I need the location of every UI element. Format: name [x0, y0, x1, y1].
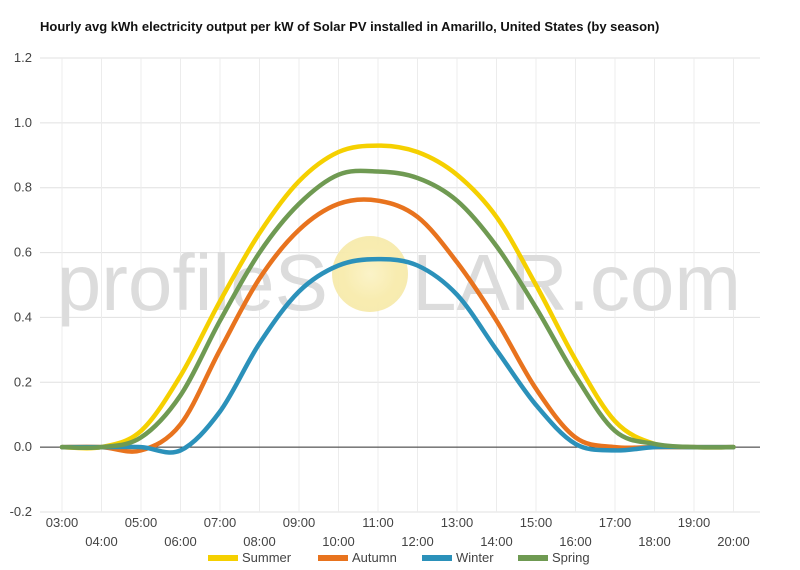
- y-tick-label: 0.2: [14, 374, 32, 389]
- x-tick-label: 14:00: [480, 534, 513, 549]
- y-tick-label: 0.6: [14, 245, 32, 260]
- x-tick-label: 19:00: [678, 515, 711, 530]
- legend-label-spring: Spring: [552, 550, 590, 565]
- watermark-text-left: profileS: [57, 238, 328, 327]
- x-tick-label: 15:00: [520, 515, 553, 530]
- x-tick-label: 05:00: [125, 515, 158, 530]
- y-tick-label: 1.2: [14, 50, 32, 65]
- x-tick-label: 13:00: [441, 515, 474, 530]
- legend-label-winter: Winter: [456, 550, 494, 565]
- series-line-winter: [59, 256, 736, 455]
- x-tick-label: 12:00: [401, 534, 434, 549]
- x-tick-label: 09:00: [283, 515, 316, 530]
- x-tick-label: 10:00: [322, 534, 355, 549]
- x-tick-label: 16:00: [559, 534, 592, 549]
- chart-title: Hourly avg kWh electricity output per kW…: [40, 19, 660, 34]
- axes: -0.2 0.0 0.2 0.4 0.6 0.8 1.0 1.2 03:00 04:00 05:00…: [10, 50, 760, 549]
- watermark-text-right: LAR.com: [412, 238, 741, 327]
- x-tick-label: 03:00: [46, 515, 79, 530]
- legend-swatch-winter: [422, 555, 452, 561]
- x-tick-label: 06:00: [164, 534, 197, 549]
- x-tick-label: 08:00: [243, 534, 276, 549]
- legend-swatch-spring: [518, 555, 548, 561]
- y-tick-label: 1.0: [14, 115, 32, 130]
- x-tick-label: 20:00: [717, 534, 750, 549]
- series-line-autumn: [59, 197, 736, 454]
- watermark: profileS LAR.com: [57, 236, 741, 327]
- series-line-summer: [59, 143, 736, 451]
- y-tick-label: -0.2: [10, 504, 32, 519]
- x-tick-label: 18:00: [638, 534, 671, 549]
- legend-swatch-summer: [208, 555, 238, 561]
- x-tick-label: 04:00: [85, 534, 118, 549]
- legend-swatch-autumn: [318, 555, 348, 561]
- y-tick-label: 0.4: [14, 309, 32, 324]
- x-tick-label: 07:00: [204, 515, 237, 530]
- x-tick-label: 11:00: [362, 515, 394, 530]
- series-line-spring: [59, 168, 736, 451]
- x-tick-label: 17:00: [599, 515, 632, 530]
- legend-label-summer: Summer: [242, 550, 292, 565]
- y-tick-label: 0.0: [14, 439, 32, 454]
- series-lines: [59, 143, 736, 455]
- y-tick-label: 0.8: [14, 180, 32, 195]
- legend-label-autumn: Autumn: [352, 550, 397, 565]
- watermark-sun: [332, 236, 408, 312]
- legend: Summer Autumn Winter Spring: [208, 550, 590, 565]
